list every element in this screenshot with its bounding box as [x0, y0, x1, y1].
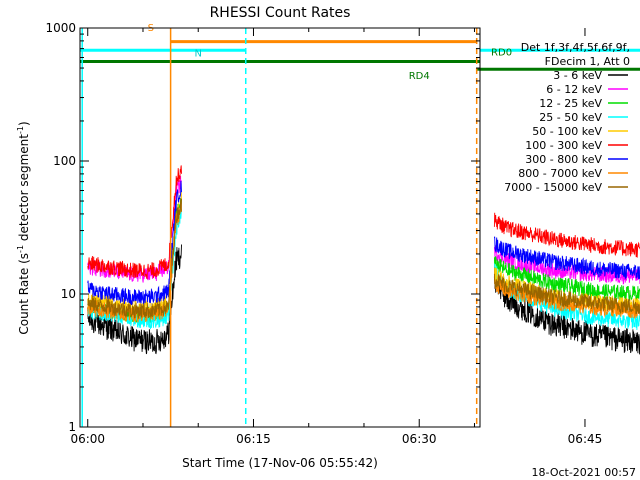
legend-entry-label-4: 50 - 100 keV — [532, 125, 602, 138]
legend-header-line2: FDecim 1, Att 0 — [545, 55, 630, 68]
footer-date: 18-Oct-2021 00:57 — [532, 466, 636, 479]
x-tick-label-1: 06:15 — [236, 432, 271, 446]
series-line-6 — [87, 180, 640, 306]
x-tick-label-3: 06:45 — [568, 432, 603, 446]
y-tick-label-2: 100 — [53, 154, 76, 168]
series-line-8 — [87, 198, 640, 319]
flag-label-rd0: RD0 — [491, 48, 512, 59]
legend-entry-label-3: 25 - 50 keV — [539, 111, 602, 124]
x-tick-label-2: 06:30 — [402, 432, 437, 446]
series-line-0 — [87, 244, 640, 355]
legend-entry-label-8: 7000 - 15000 keV — [504, 181, 602, 194]
legend-entry-label-2: 12 - 25 keV — [539, 97, 602, 110]
legend-entry-label-1: 6 - 12 keV — [546, 83, 602, 96]
series-layer — [87, 165, 640, 355]
legend: Det 1f,3f,4f,5f,6f,9f, FDecim 1, Att 0 3… — [504, 41, 630, 194]
y-axis-label: Count Rate (s-1 detector segment-1) — [16, 121, 31, 334]
y-tick-label-0: 1 — [68, 420, 76, 434]
y-tick-label-1: 10 — [61, 287, 76, 301]
flag-label-n: N — [194, 49, 201, 60]
legend-entry-label-0: 3 - 6 keV — [553, 69, 602, 82]
marker-layer — [81, 28, 478, 427]
chart-title: RHESSI Count Rates — [210, 5, 351, 21]
legend-entry-label-7: 800 - 7000 keV — [518, 167, 602, 180]
legend-header-line1: Det 1f,3f,4f,5f,6f,9f, — [521, 41, 630, 54]
flag-label-rd4: RD4 — [409, 71, 430, 82]
y-tick-label-3: 1000 — [45, 21, 76, 35]
plot-frame — [79, 27, 481, 428]
legend-entry-label-5: 100 - 300 keV — [525, 139, 602, 152]
x-tick-label-0: 06:00 — [70, 432, 105, 446]
legend-entry-label-6: 300 - 800 keV — [525, 153, 602, 166]
series-line-5 — [87, 165, 640, 280]
x-axis-label: Start Time (17-Nov-06 05:55:42) — [182, 456, 378, 470]
